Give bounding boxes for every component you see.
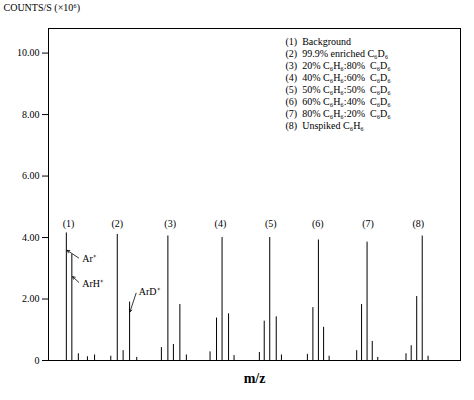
- svg-text:(4): (4): [215, 218, 227, 230]
- svg-text:ArH⁺: ArH⁺: [82, 278, 104, 289]
- svg-text:ArD⁺: ArD⁺: [139, 286, 161, 297]
- svg-text:6.00: 6.00: [22, 170, 40, 181]
- svg-text:(1): (1): [63, 218, 75, 230]
- svg-text:(6): (6): [312, 218, 324, 230]
- svg-text:Ar⁺: Ar⁺: [82, 253, 97, 264]
- svg-text:(1) Background(2) 99.9% enri: (1) Background(2) 99.9% enriched C₆D₆(3)…: [286, 36, 392, 132]
- svg-text:(8): (8): [412, 218, 424, 230]
- svg-text:(7): (7): [362, 218, 374, 230]
- svg-text:4.00: 4.00: [22, 232, 40, 243]
- svg-text:0: 0: [35, 355, 40, 366]
- svg-text:(2): (2): [111, 218, 123, 230]
- svg-text:(5): (5): [265, 218, 277, 230]
- svg-text:10.00: 10.00: [17, 47, 40, 58]
- svg-text:(3): (3): [164, 218, 176, 230]
- svg-text:8.00: 8.00: [22, 109, 40, 120]
- svg-text:m/z: m/z: [244, 371, 266, 386]
- svg-text:COUNTS/S (×10⁶): COUNTS/S (×10⁶): [4, 2, 81, 14]
- svg-text:2.00: 2.00: [22, 293, 40, 304]
